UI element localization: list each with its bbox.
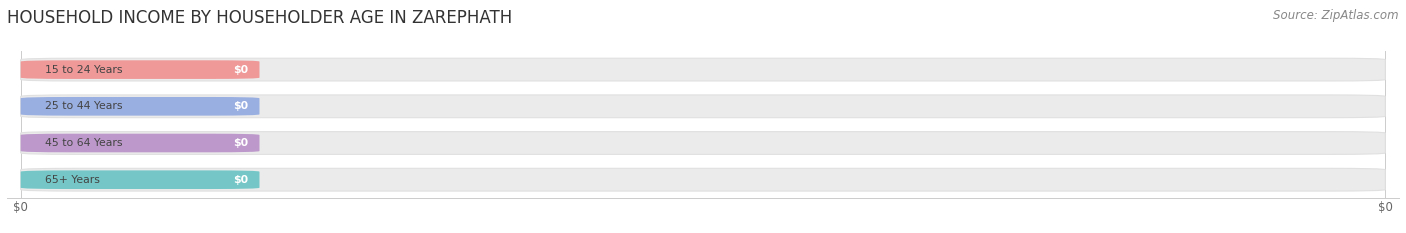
FancyBboxPatch shape bbox=[21, 132, 1385, 154]
Text: $0: $0 bbox=[233, 138, 249, 148]
Text: $0: $0 bbox=[233, 175, 249, 185]
FancyBboxPatch shape bbox=[21, 97, 260, 116]
FancyBboxPatch shape bbox=[21, 168, 1385, 191]
Text: Source: ZipAtlas.com: Source: ZipAtlas.com bbox=[1274, 9, 1399, 22]
FancyBboxPatch shape bbox=[21, 58, 1385, 81]
Text: 15 to 24 Years: 15 to 24 Years bbox=[45, 65, 122, 75]
FancyBboxPatch shape bbox=[21, 134, 260, 152]
Text: 45 to 64 Years: 45 to 64 Years bbox=[45, 138, 122, 148]
Text: $0: $0 bbox=[233, 65, 249, 75]
Text: HOUSEHOLD INCOME BY HOUSEHOLDER AGE IN ZAREPHATH: HOUSEHOLD INCOME BY HOUSEHOLDER AGE IN Z… bbox=[7, 9, 512, 27]
FancyBboxPatch shape bbox=[21, 60, 260, 79]
Text: $0: $0 bbox=[233, 101, 249, 111]
FancyBboxPatch shape bbox=[21, 95, 1385, 118]
FancyBboxPatch shape bbox=[21, 170, 260, 189]
Text: 65+ Years: 65+ Years bbox=[45, 175, 100, 185]
Text: 25 to 44 Years: 25 to 44 Years bbox=[45, 101, 122, 111]
